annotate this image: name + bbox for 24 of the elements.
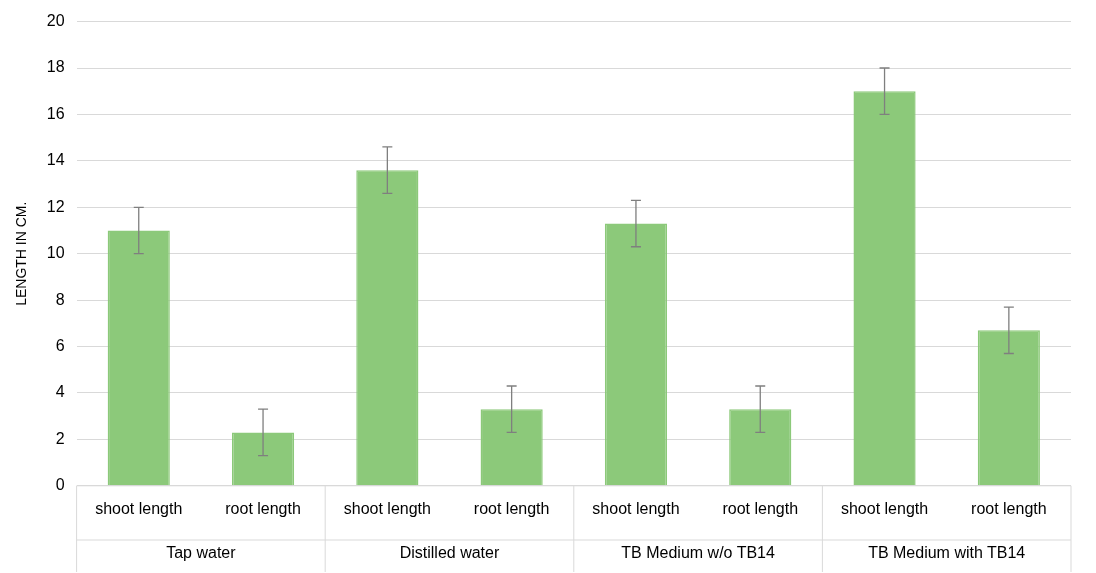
x-tick-label: root length — [473, 499, 550, 517]
y-tick-label: 10 — [46, 244, 65, 262]
y-tick-label: 20 — [46, 12, 65, 30]
y-tick-label: 8 — [55, 290, 65, 308]
y-tick-label: 2 — [55, 429, 65, 447]
y-tick-label: 0 — [55, 476, 65, 494]
y-tick-label: 6 — [55, 336, 65, 354]
text: Distilled water — [399, 544, 500, 562]
x-tick-label: shoot length — [95, 499, 183, 517]
y-tick-label: 4 — [55, 383, 65, 401]
text: TB Medium with TB14 — [868, 544, 1026, 562]
x-tick-label: root length — [971, 499, 1047, 517]
y-tick-label: 14 — [46, 151, 65, 169]
x-tick-label: shoot length — [592, 499, 680, 517]
text: TB Medium w/o TB14 — [621, 544, 775, 562]
y-tick-label: 12 — [46, 197, 65, 215]
x-tick-label: shoot length — [840, 499, 929, 517]
x-tick-label: root length — [225, 499, 301, 517]
y-axis-title: LENGTH IN CM. — [13, 201, 30, 306]
y-tick-label: 16 — [46, 104, 65, 122]
text: Tap water — [166, 544, 237, 562]
y-tick-label: 18 — [46, 58, 65, 76]
x-tick-label: root length — [722, 499, 799, 517]
x-tick-label: shoot length — [343, 499, 431, 517]
